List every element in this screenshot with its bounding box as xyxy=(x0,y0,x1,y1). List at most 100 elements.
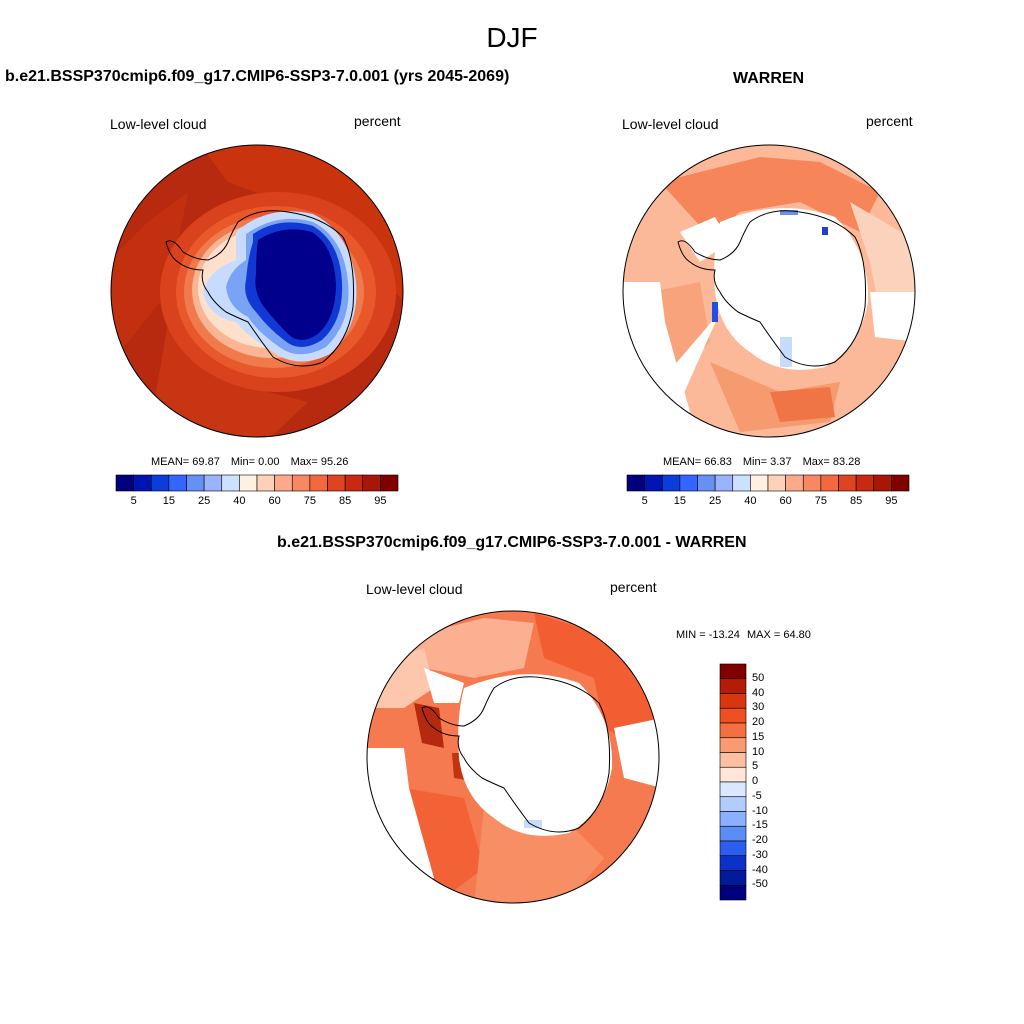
panel3-missing-data xyxy=(424,668,464,703)
panel2-mean-label: MEAN= xyxy=(663,456,702,468)
colorbar-tick-label: 20 xyxy=(752,716,765,728)
panel3-coastline xyxy=(421,676,611,833)
panel2-max-label: Max= xyxy=(802,456,830,468)
panel2-missing-data xyxy=(680,217,730,262)
colorbar-swatch xyxy=(719,663,747,680)
panel2-coastline xyxy=(677,210,867,367)
colorbar-swatch xyxy=(719,707,747,724)
panel2-title: WARREN xyxy=(733,70,805,87)
colorbar-swatch xyxy=(719,825,747,842)
colorbar-swatch xyxy=(133,474,152,492)
panel3-max-value: 64.80 xyxy=(783,629,811,641)
panel1-title: b.e21.BSSP370cmip6.f09_g17.CMIP6-SSP3-7.… xyxy=(5,68,510,85)
colorbar-swatch xyxy=(785,474,804,492)
colorbar-tick-label: -15 xyxy=(752,819,768,832)
colorbar-swatch xyxy=(291,474,311,492)
panel1-units: percent xyxy=(354,113,401,129)
colorbar-swatch xyxy=(344,474,364,492)
colorbar-tick-label: 15 xyxy=(673,495,686,507)
colorbar-tick-label: 0 xyxy=(752,775,759,787)
panel2-min-label: Min= xyxy=(742,456,768,468)
colorbar-tick-label: -20 xyxy=(752,834,768,846)
colorbar-swatch xyxy=(719,737,747,753)
panel3-max-label: MAX = xyxy=(746,629,781,641)
panel1-mean-value: 69.87 xyxy=(192,456,220,468)
colorbar-tick-label: 15 xyxy=(752,730,765,743)
colorbar-tick-label: 25 xyxy=(198,495,211,507)
panel3-colorbar xyxy=(719,663,747,901)
panel1-map-border xyxy=(110,144,404,438)
panel1-stats: MEAN= 69.87 Min= 0.00 Max= 95.26 xyxy=(151,456,348,468)
panel3-map-border xyxy=(366,610,660,904)
colorbar-tick-label: 40 xyxy=(752,686,765,699)
panel1-ocean-patch xyxy=(111,192,188,362)
panel1-min-label: Min= xyxy=(230,456,256,468)
colorbar-swatch xyxy=(732,474,751,492)
panel3-stats: MIN = -13.24 MAX = 64.80 xyxy=(676,629,811,641)
colorbar-tick-label: 15 xyxy=(162,495,175,507)
panel2-variable: Low-level cloud xyxy=(622,116,719,132)
panel1-max-label: Max= xyxy=(290,456,318,468)
colorbar-tick-label: 40 xyxy=(233,495,246,507)
colorbar-swatch xyxy=(855,474,875,492)
colorbar-tick-label: 50 xyxy=(752,671,765,684)
colorbar-swatch xyxy=(239,474,258,492)
colorbar-tick-label: -40 xyxy=(752,863,768,876)
panel1-variable: Low-level cloud xyxy=(110,116,207,132)
panel1-polar-map xyxy=(110,144,404,438)
colorbar-swatch xyxy=(644,474,663,492)
colorbar-swatch xyxy=(697,474,716,492)
panel2-missing-data xyxy=(660,312,720,402)
panel3-polar-map xyxy=(366,610,660,904)
panel3-variable: Low-level cloud xyxy=(366,581,463,597)
colorbar-tick-label: 75 xyxy=(814,495,827,507)
colorbar-tick-label: -5 xyxy=(752,789,762,802)
colorbar-swatch xyxy=(327,474,346,492)
colorbar-swatch xyxy=(838,474,857,492)
colorbar-swatch xyxy=(115,474,134,492)
colorbar-swatch xyxy=(714,474,734,492)
panel2-polar-map xyxy=(622,144,916,438)
colorbar-swatch xyxy=(719,811,747,827)
panel2-units: percent xyxy=(866,113,913,129)
colorbar-tick-label: 5 xyxy=(641,495,648,507)
panel2-ice-patch xyxy=(712,302,718,322)
panel3-missing-data xyxy=(614,718,659,788)
colorbar-tick-label: 95 xyxy=(885,495,898,507)
colorbar-swatch xyxy=(873,474,892,492)
colorbar-swatch xyxy=(719,884,747,901)
colorbar-swatch xyxy=(767,474,786,492)
colorbar-tick-label: 25 xyxy=(709,495,722,507)
panel1-max-value: 95.26 xyxy=(320,456,349,468)
colorbar-swatch xyxy=(820,474,839,492)
panel2-missing-data xyxy=(714,208,869,370)
colorbar-swatch xyxy=(679,474,698,492)
colorbar-swatch xyxy=(719,678,747,694)
panel1-ice-core xyxy=(255,229,336,340)
colorbar-tick-label: 95 xyxy=(374,495,387,507)
panel3-missing-data xyxy=(458,674,613,836)
panel3-negative-patch xyxy=(524,820,542,828)
panel2-colorbar xyxy=(626,474,910,492)
colorbar-swatch xyxy=(274,474,293,492)
colorbar-swatch xyxy=(802,474,822,492)
panel1-mean-label: MEAN= xyxy=(151,456,190,468)
panel2-ice-patch xyxy=(822,227,828,235)
colorbar-swatch xyxy=(719,781,747,798)
panel2-mean-value: 66.83 xyxy=(704,456,732,468)
colorbar-swatch xyxy=(750,474,769,492)
colorbar-tick-label: 60 xyxy=(268,495,281,507)
colorbar-tick-label: 60 xyxy=(779,495,792,507)
colorbar-swatch xyxy=(661,474,681,492)
colorbar-swatch xyxy=(380,474,399,492)
colorbar-swatch xyxy=(719,722,747,739)
colorbar-tick-label: 10 xyxy=(752,745,765,758)
colorbar-tick-label: 5 xyxy=(752,760,759,773)
panel2-min-value: 3.37 xyxy=(770,456,792,468)
colorbar-tick-label: 85 xyxy=(339,495,352,507)
colorbar-swatch xyxy=(203,474,223,492)
panel2-ice-patch xyxy=(780,210,798,215)
colorbar-swatch xyxy=(719,855,747,871)
panel3-units: percent xyxy=(610,579,657,595)
colorbar-tick-label: -50 xyxy=(752,878,768,891)
